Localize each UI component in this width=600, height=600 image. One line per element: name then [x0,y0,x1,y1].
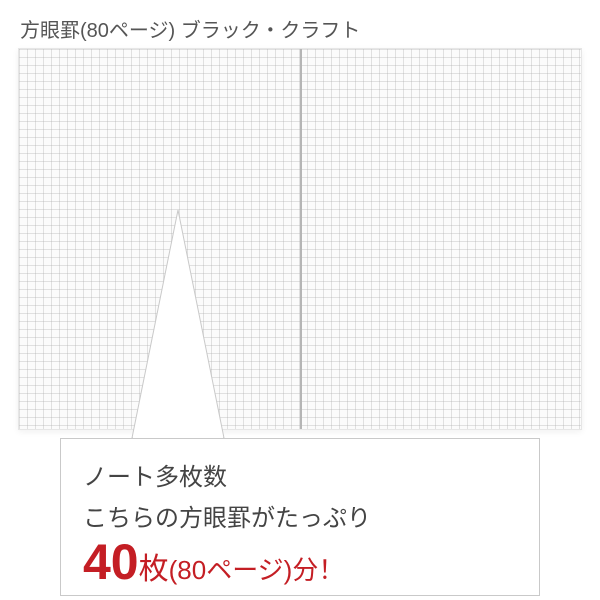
callout-big-number: 40 [83,534,139,590]
callout-mid-unit: 枚 [139,553,169,586]
callout-box: ノート多枚数 こちらの方眼罫がたっぷり 40枚(80ページ)分！ [60,438,540,596]
callout-line-3: 40枚(80ページ)分！ [83,537,517,587]
callout-rest: (80ページ)分！ [169,555,345,585]
callout-line-2: こちらの方眼罫がたっぷり [83,498,517,533]
callout-line-1: ノート多枚数 [83,457,517,492]
